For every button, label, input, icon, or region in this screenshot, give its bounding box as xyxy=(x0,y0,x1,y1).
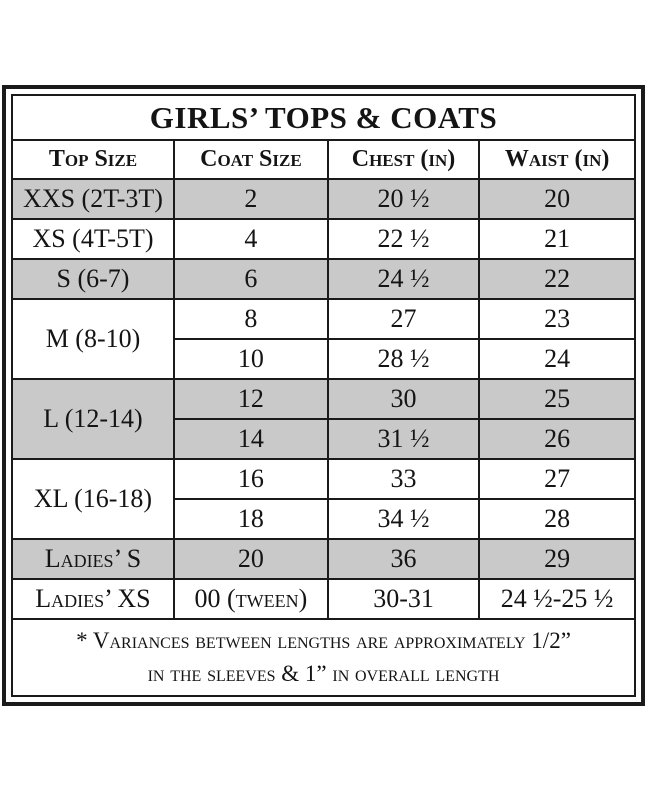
cell-coat-size: 10 xyxy=(172,338,329,380)
table-row: XXS (2T-3T) 2 20 ½ 20 xyxy=(11,178,636,220)
cell-waist: 25 xyxy=(478,378,636,420)
table-row: XS (4T-5T) 4 22 ½ 21 xyxy=(11,218,636,260)
cell-coat-size: 2 xyxy=(172,178,329,220)
cell-top-size: XXS (2T-3T) xyxy=(11,178,175,220)
cell-waist: 21 xyxy=(478,218,636,260)
cell-waist: 24 ½-25 ½ xyxy=(478,578,636,620)
footnote-line-1: * Variances between lengths are approxim… xyxy=(76,628,571,653)
cell-waist: 27 xyxy=(478,458,636,500)
cell-chest: 27 xyxy=(326,298,481,340)
cell-coat-size: 4 xyxy=(172,218,329,260)
cell-chest: 30 xyxy=(326,378,481,420)
cell-coat-size: 00 (tween) xyxy=(172,578,329,620)
cell-chest: 34 ½ xyxy=(326,498,481,540)
header-row: Top Size Coat Size Chest (in) Waist (in) xyxy=(11,139,636,180)
cell-coat-size: 16 xyxy=(172,458,329,500)
table-row: M (8-10) 8 27 23 xyxy=(11,298,636,380)
title-row: GIRLS’ TOPS & COATS xyxy=(11,94,636,141)
cell-waist: 28 xyxy=(478,498,636,540)
cell-chest: 20 ½ xyxy=(326,178,481,220)
chart-title: GIRLS’ TOPS & COATS xyxy=(11,94,636,141)
cell-top-size: Ladies’ XS xyxy=(11,578,175,620)
cell-chest: 33 xyxy=(326,458,481,500)
footnote: * Variances between lengths are approxim… xyxy=(11,618,636,697)
cell-chest: 24 ½ xyxy=(326,258,481,300)
table-row: Ladies’ XS 00 (tween) 30-31 24 ½-25 ½ xyxy=(11,578,636,620)
cell-chest: 36 xyxy=(326,538,481,580)
footnote-row: * Variances between lengths are approxim… xyxy=(11,618,636,697)
cell-waist: 24 xyxy=(478,338,636,380)
cell-chest: 30-31 xyxy=(326,578,481,620)
table-row: 18 34 ½ 28 xyxy=(12,498,636,540)
cell-top-size: M (8-10) xyxy=(11,298,175,380)
table-row: S (6-7) 6 24 ½ 22 xyxy=(11,258,636,300)
cell-top-size: XS (4T-5T) xyxy=(11,218,175,260)
cell-coat-size: 14 xyxy=(172,418,329,460)
cell-waist: 20 xyxy=(478,178,636,220)
col-header-top-size: Top Size xyxy=(11,139,175,180)
col-header-waist: Waist (in) xyxy=(478,139,636,180)
cell-coat-size: 20 xyxy=(172,538,329,580)
table-row: 10 28 ½ 24 xyxy=(12,338,636,380)
table-row: XL (16-18) 16 33 27 xyxy=(11,458,636,540)
cell-coat-size: 12 xyxy=(172,378,329,420)
cell-top-size: XL (16-18) xyxy=(11,458,175,540)
table-row: 14 31 ½ 26 xyxy=(12,418,636,460)
size-chart-table: GIRLS’ TOPS & COATS Top Size Coat Size C… xyxy=(11,94,636,697)
table-row: L (12-14) 12 30 25 xyxy=(11,378,636,460)
cell-waist: 23 xyxy=(478,298,636,340)
cell-chest: 28 ½ xyxy=(326,338,481,380)
footnote-line-2: in the sleeves & 1” in overall length xyxy=(147,661,500,687)
cell-coat-size: 18 xyxy=(172,498,329,540)
cell-waist: 22 xyxy=(478,258,636,300)
cell-waist: 29 xyxy=(478,538,636,580)
size-chart-frame: GIRLS’ TOPS & COATS Top Size Coat Size C… xyxy=(2,85,645,706)
cell-top-size: Ladies’ S xyxy=(11,538,175,580)
cell-top-size: L (12-14) xyxy=(11,378,175,460)
col-header-coat-size: Coat Size xyxy=(172,139,329,180)
col-header-chest: Chest (in) xyxy=(326,139,481,180)
cell-coat-size: 8 xyxy=(172,298,329,340)
cell-top-size: S (6-7) xyxy=(11,258,175,300)
cell-coat-size: 6 xyxy=(172,258,329,300)
cell-waist: 26 xyxy=(478,418,636,460)
cell-chest: 31 ½ xyxy=(326,418,481,460)
cell-chest: 22 ½ xyxy=(326,218,481,260)
table-row: Ladies’ S 20 36 29 xyxy=(11,538,636,580)
